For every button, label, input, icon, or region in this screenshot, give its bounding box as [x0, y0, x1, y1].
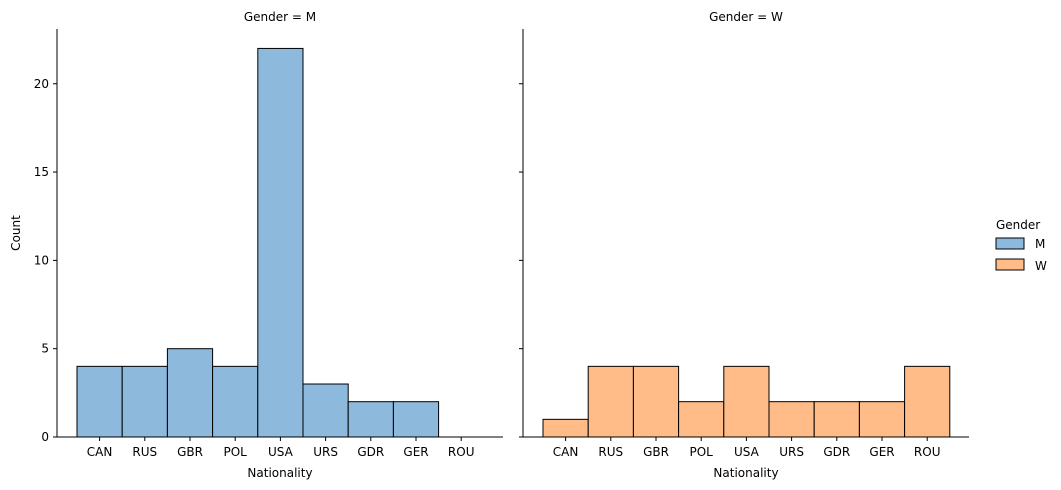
legend-title: Gender — [996, 218, 1040, 232]
x-tick-label-gdr: GDR — [823, 445, 850, 459]
x-tick-label-ger: GER — [869, 445, 894, 459]
bar-w-urs — [768, 401, 815, 438]
y-tick-label-0: 0 — [41, 430, 49, 444]
x-tick-label-can: CAN — [553, 445, 579, 459]
y-tick-label-10: 10 — [34, 253, 49, 267]
legend-swatch-m — [995, 237, 1025, 250]
legend-swatch-w — [995, 258, 1025, 271]
bar-m-gdr — [347, 401, 394, 438]
y-tick-label-15: 15 — [34, 165, 49, 179]
bar-w-gdr — [813, 401, 860, 438]
x-axis-label-w: Nationality — [713, 466, 778, 480]
bars-m — [76, 47, 484, 438]
x-tick-label-rus: RUS — [598, 445, 623, 459]
bar-m-usa — [257, 47, 304, 438]
panel-title-w: Gender = W — [709, 10, 783, 24]
bar-w-rus — [587, 365, 634, 438]
bar-w-ger — [858, 401, 906, 438]
legend: Gender M W — [995, 218, 1047, 273]
legend-label-w: W — [1035, 259, 1047, 273]
x-tick-label-usa: USA — [734, 445, 760, 459]
panel-gender-w: Gender = W CAN RUS GBR POL USA URS GDR GER ROU N… — [519, 10, 969, 480]
x-tick-label-rou: ROU — [914, 445, 941, 459]
y-tick-label-20: 20 — [34, 77, 49, 91]
x-tick-label-usa: USA — [268, 445, 294, 459]
y-ticks-w — [519, 83, 523, 438]
x-tick-label-rou: ROU — [448, 445, 475, 459]
bar-w-rou — [904, 365, 951, 438]
x-axis-label-m: Nationality — [247, 466, 312, 480]
y-axis-label: Count — [9, 215, 23, 251]
x-tick-label-urs: URS — [779, 445, 804, 459]
bar-w-gbr — [632, 365, 680, 438]
bar-m-ger — [392, 401, 440, 438]
legend-label-m: M — [1035, 237, 1045, 251]
panel-gender-m: Gender = M CAN RUS GBR POL USA URS GDR GER ROU 0… — [9, 10, 503, 480]
bar-m-can — [76, 365, 123, 438]
bar-w-can — [542, 418, 589, 438]
x-tick-label-rus: RUS — [132, 445, 157, 459]
x-tick-label-can: CAN — [87, 445, 113, 459]
x-tick-label-ger: GER — [403, 445, 428, 459]
x-ticks-w: CAN RUS GBR POL USA URS GDR GER ROU — [553, 437, 941, 459]
bar-w-pol — [678, 401, 725, 438]
bars-w — [542, 365, 951, 438]
x-tick-label-gbr: GBR — [177, 445, 203, 459]
bar-m-rus — [121, 365, 168, 438]
x-tick-label-gbr: GBR — [643, 445, 669, 459]
panel-title-m: Gender = M — [244, 10, 316, 24]
x-ticks-m: CAN RUS GBR POL USA URS GDR GER ROU — [87, 437, 475, 459]
x-tick-label-pol: POL — [690, 445, 714, 459]
x-tick-label-urs: URS — [313, 445, 338, 459]
y-tick-label-5: 5 — [41, 342, 49, 356]
bar-w-usa — [723, 365, 770, 438]
y-ticks-m: 0 5 10 15 20 — [34, 77, 57, 444]
bar-m-pol — [212, 365, 259, 438]
bar-m-gbr — [166, 348, 214, 438]
bar-m-urs — [302, 383, 349, 438]
x-tick-label-pol: POL — [224, 445, 248, 459]
x-tick-label-gdr: GDR — [357, 445, 384, 459]
